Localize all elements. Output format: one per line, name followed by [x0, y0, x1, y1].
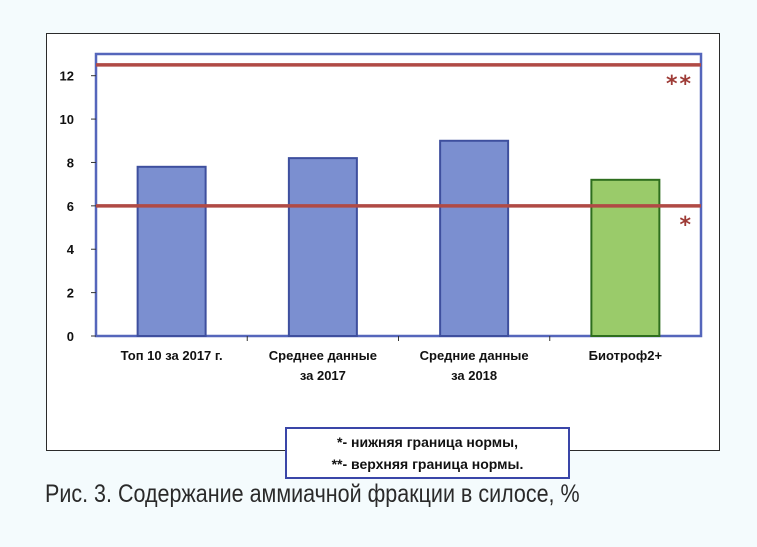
- lower-bound-marker: *: [679, 213, 693, 238]
- x-tick-label: Биотроф2+: [589, 348, 663, 363]
- y-tick-label: 10: [60, 112, 74, 127]
- figure-caption: Рис. 3. Содержание аммиачной фракции в с…: [45, 480, 580, 508]
- y-tick-label: 12: [60, 69, 74, 84]
- bar: [590, 178, 661, 337]
- x-tick-label: за 2017: [300, 368, 346, 383]
- y-tick-label: 8: [67, 155, 74, 170]
- y-tick-label: 0: [67, 329, 74, 344]
- legend-lower-bound: *- нижняя граница нормы,: [337, 434, 518, 450]
- bar: [287, 157, 358, 337]
- legend-box: *- нижняя граница нормы, **- верхняя гра…: [285, 427, 570, 479]
- bar: [136, 165, 207, 337]
- y-tick-label: 4: [67, 242, 75, 257]
- y-tick-label: 6: [67, 199, 74, 214]
- y-tick-label: 2: [67, 286, 74, 301]
- upper-bound-marker: **: [666, 72, 693, 97]
- x-tick-label: Топ 10 за 2017 г.: [121, 348, 223, 363]
- figure-frame: 0 2 4 6 8 10 12 Топ 10 за 2017 г. Среднее данные…: [46, 33, 720, 479]
- x-tick-label: за 2018: [451, 368, 497, 383]
- x-tick-label: Среднее данные: [269, 348, 377, 363]
- x-tick-label: Средние данные: [420, 348, 529, 363]
- legend-upper-bound: **- верхняя граница нормы.: [331, 456, 524, 472]
- bar: [439, 139, 510, 338]
- bar-chart: 0 2 4 6 8 10 12 Топ 10 за 2017 г. Среднее данные…: [60, 52, 703, 383]
